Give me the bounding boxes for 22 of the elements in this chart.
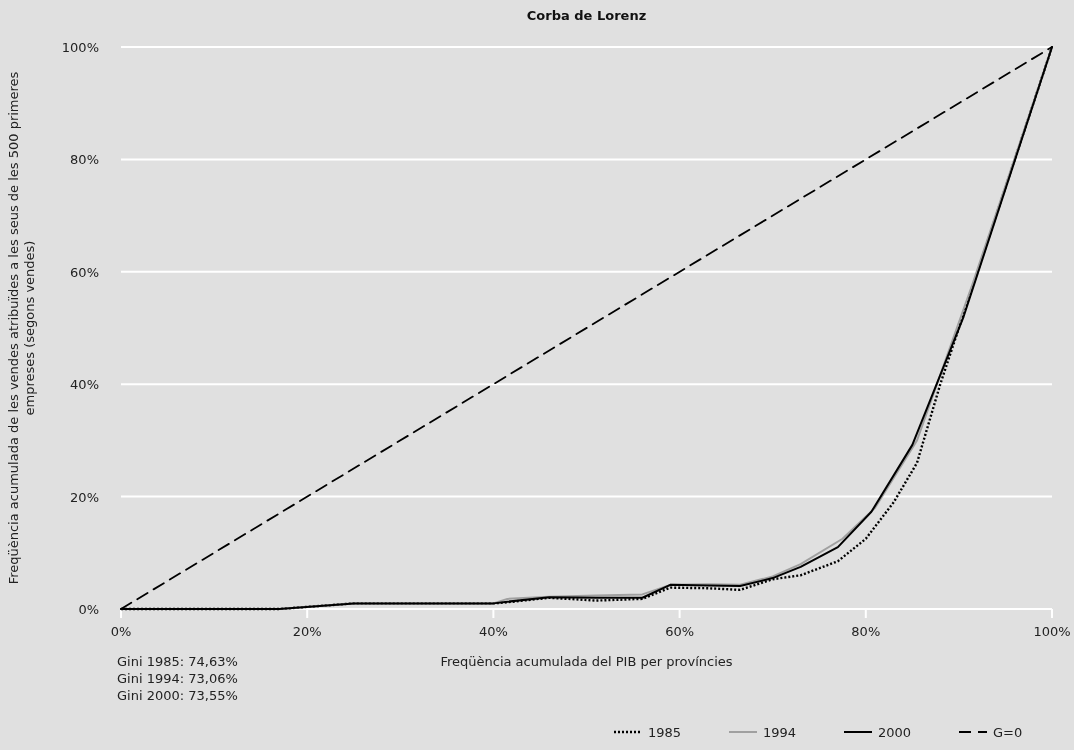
x-tick-label: 60% <box>665 624 695 639</box>
x-tick-label: 40% <box>478 624 508 639</box>
legend-label: 2000 <box>878 725 912 740</box>
text: Gini 1985: 74,63% <box>117 654 238 669</box>
legend-label: G=0 <box>993 725 1023 740</box>
legend-label: 1985 <box>648 725 682 740</box>
y-tick-label: 80% <box>70 152 99 168</box>
text: Gini 1994: 73,06% <box>117 671 238 686</box>
y-axis-title: Freqüència acumulada de les vendes atribuïdes a les seus de les 500 primeres empreses (segons vendes) <box>6 70 38 587</box>
x-tick-label: 100% <box>1033 624 1071 639</box>
x-axis-title: Freqüència acumulada del PIB per províncies <box>440 654 733 669</box>
x-tick-label: 0% <box>110 624 132 639</box>
x-tick-label: 80% <box>851 624 881 639</box>
y-tick-label: 0% <box>78 602 99 617</box>
text: Gini 2000: 73,55% <box>117 688 238 703</box>
legend-label: 1994 <box>763 725 797 740</box>
y-tick-label: 40% <box>70 377 99 393</box>
y-tick-label: 60% <box>70 264 99 280</box>
x-tick-label: 20% <box>292 624 322 639</box>
chart-title: Corba de Lorenz <box>526 8 647 23</box>
y-tick-label: 100% <box>61 40 99 55</box>
y-tick-label: 20% <box>70 489 99 505</box>
